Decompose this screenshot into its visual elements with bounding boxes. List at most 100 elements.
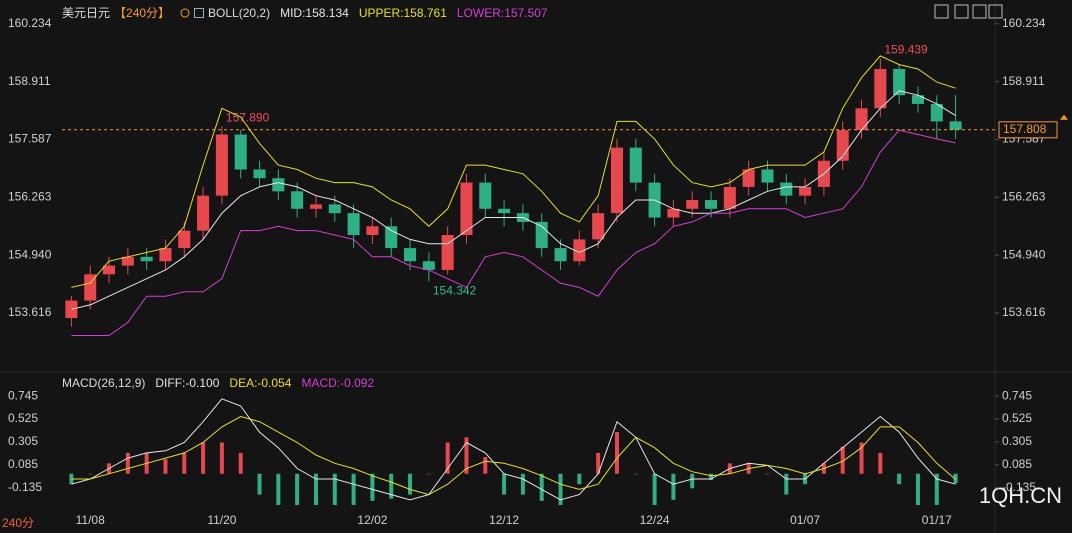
macd-bar: [784, 473, 789, 495]
indicator-line: [71, 129, 956, 336]
macd-bar: [257, 473, 262, 495]
candle-body: [347, 213, 360, 235]
candle-body: [366, 226, 379, 235]
macd-bar: [934, 473, 939, 505]
icon-button[interactable]: [988, 4, 1003, 19]
toolbar-icons[interactable]: [934, 4, 1003, 19]
y-tick-label: 0.085: [8, 457, 38, 471]
macd-bar: [859, 442, 864, 474]
y-tick-label: 158.911: [8, 74, 51, 88]
candle-body: [705, 200, 718, 209]
macd-bar: [88, 473, 93, 475]
legend-entry: UPPER:158.761: [358, 5, 447, 20]
macd-bar: [577, 473, 582, 485]
y-tick-label: 153.616: [8, 305, 52, 319]
candle-body: [460, 182, 473, 235]
y-tick-label: -0.135: [1002, 480, 1036, 494]
macd-bar: [953, 473, 958, 484]
macd-bar: [483, 457, 488, 474]
candle-body: [629, 147, 642, 183]
icon-button[interactable]: [972, 4, 987, 19]
macd-bar: [201, 442, 206, 474]
candle-body: [855, 108, 868, 131]
candle-body: [949, 121, 962, 130]
last-price-marker: [1060, 114, 1068, 120]
candle-body: [422, 261, 435, 270]
macd-bar: [389, 473, 394, 499]
candle-body: [723, 186, 736, 209]
symbol: 美元日元: [62, 6, 111, 20]
candle-body: [197, 195, 210, 231]
candle-body: [780, 182, 793, 196]
macd-bar: [502, 473, 507, 495]
y-tick-label: 158.911: [1002, 74, 1045, 88]
macd-bar: [313, 473, 318, 505]
indicator-line: [71, 55, 956, 288]
y-tick-label: 160.234: [1002, 16, 1046, 30]
y-tick-label: 154.940: [1002, 247, 1046, 261]
macd-bar: [765, 473, 770, 475]
y-tick-label: 153.616: [1002, 305, 1046, 319]
x-tick-label: 11/20: [207, 513, 236, 527]
macd-bar: [614, 432, 619, 474]
candle-body: [761, 169, 774, 183]
x-tick-label: 01/17: [922, 513, 952, 527]
legend-entry: DEA:-0.054: [229, 376, 292, 390]
y-tick-label: 0.305: [1002, 434, 1032, 448]
indicator-line: [71, 398, 956, 501]
macd-bar: [445, 442, 450, 474]
x-tick-label: 12/24: [640, 513, 670, 527]
macd-bar: [370, 473, 375, 501]
macd-bar: [596, 452, 601, 474]
candle-body: [328, 204, 341, 214]
macd-bar: [840, 446, 845, 474]
macd-bar: [351, 473, 356, 505]
legend-entry: MACD:-0.092: [301, 376, 375, 390]
candle-body: [385, 226, 398, 249]
candle-body: [291, 191, 304, 209]
candle-body: [253, 169, 266, 179]
candle-body: [234, 134, 247, 170]
icon[interactable]: [180, 8, 190, 18]
x-tick-label: 12/02: [357, 513, 387, 527]
macd-bar: [219, 442, 224, 474]
macd-bar: [652, 473, 657, 505]
icon-button[interactable]: [934, 4, 949, 19]
icon: [194, 7, 205, 18]
candle-body: [479, 182, 492, 209]
macd-bar: [633, 473, 638, 475]
candle-body: [930, 103, 943, 122]
macd-bar: [408, 473, 413, 495]
candle-body: [272, 178, 285, 192]
y-tick-label: 157.587: [8, 132, 52, 146]
low-label: 154.342: [433, 283, 477, 297]
candle-body: [799, 186, 812, 196]
candle-body: [686, 200, 699, 209]
watermark: 1QH.CN: [979, 483, 1062, 508]
legend-entry: LOWER:157.507: [456, 5, 548, 20]
candle-body: [667, 208, 680, 218]
main-header: 美元日元 【240分】 BOLL(20,2) MID:158.134 UPPER:…: [62, 4, 554, 21]
y-tick-label: 0.745: [8, 388, 38, 402]
macd-header: MACD(26,12,9) DIFF:-0.100 DEA:-0.054 MACD:…: [62, 376, 380, 390]
macd-bar: [671, 473, 676, 500]
icon-button[interactable]: [954, 4, 969, 19]
macd-bar: [709, 473, 714, 480]
candle-body: [84, 274, 97, 301]
candle-body: [121, 256, 134, 266]
macd-bar: [426, 473, 431, 475]
macd-bar: [125, 452, 130, 474]
macd-bar: [238, 452, 243, 474]
candle-body: [140, 256, 153, 262]
candle-body: [573, 239, 586, 262]
macd-bar: [915, 473, 920, 505]
legend-entry: DIFF:-0.100: [155, 376, 220, 390]
macd-bar: [163, 459, 168, 474]
candle-body: [309, 204, 322, 209]
candle-body: [215, 134, 228, 196]
candle-body: [103, 265, 116, 275]
y-tick-label: 0.525: [1002, 411, 1032, 425]
indicator-line: [71, 415, 956, 496]
y-tick-label: -0.135: [8, 480, 42, 494]
